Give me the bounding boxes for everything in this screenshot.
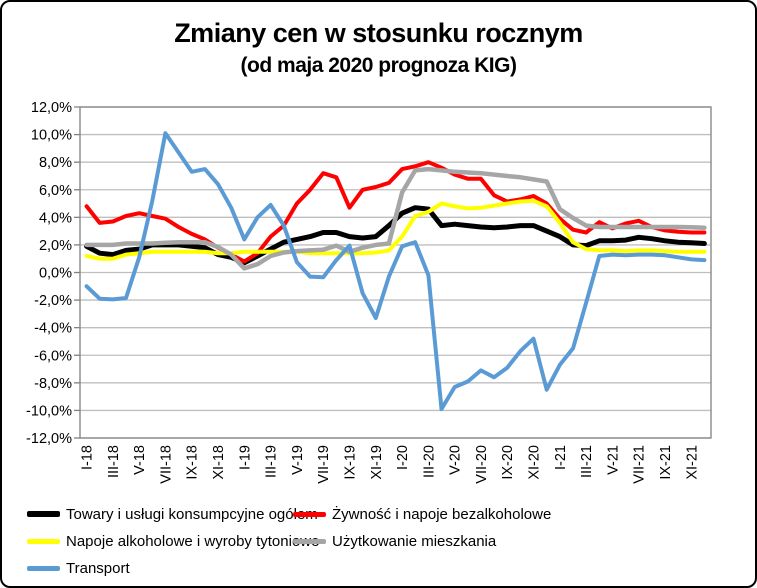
chart-title: Zmiany cen w stosunku rocznym — [174, 18, 583, 48]
x-axis-label: V-21 — [605, 445, 621, 475]
y-axis-label: 12,0% — [31, 100, 72, 116]
y-axis-label: -12,0% — [26, 431, 72, 447]
x-axis-label: XI-21 — [684, 445, 700, 480]
y-axis-label: 4,0% — [39, 210, 72, 226]
x-axis-label: VII-18 — [158, 445, 174, 484]
x-axis-label: IX-18 — [185, 445, 201, 480]
series-line-2 — [84, 160, 707, 264]
x-axis-label: V-18 — [132, 445, 148, 475]
x-axis-label: V-19 — [290, 445, 306, 475]
y-axis-label: 2,0% — [39, 238, 72, 254]
x-axis-label: XI-18 — [211, 445, 227, 480]
x-axis-label: XI-19 — [369, 445, 385, 480]
x-axis-label: VII-20 — [474, 445, 490, 484]
series-line-5 — [84, 131, 707, 411]
series-line-3 — [84, 198, 707, 261]
x-axis-label: III-19 — [264, 445, 280, 478]
x-axis-label: I-21 — [553, 445, 569, 470]
series-line-4 — [84, 166, 707, 271]
x-axis-label: IX-20 — [500, 445, 516, 480]
x-axis-label: IX-21 — [658, 445, 674, 480]
x-axis-label: I-18 — [80, 445, 96, 470]
x-axis-label: III-18 — [106, 445, 122, 478]
chart-subtitle: (od maja 2020 prognoza KIG) — [240, 54, 517, 77]
x-axis-label: III-20 — [421, 445, 437, 478]
x-axis-label: I-20 — [395, 445, 411, 470]
x-axis-label: VII-19 — [316, 445, 332, 484]
y-axis-label: 0,0% — [39, 266, 72, 282]
x-axis-label: VII-21 — [632, 445, 648, 484]
x-axis-label: XI-20 — [527, 445, 543, 480]
plot-border — [79, 106, 712, 439]
y-axis-label: 10,0% — [31, 128, 72, 144]
y-axis-label: 8,0% — [39, 155, 72, 171]
y-axis-label: -2,0% — [34, 293, 72, 309]
x-axis-label: III-21 — [579, 445, 595, 478]
y-axis-label: -8,0% — [34, 376, 72, 392]
y-axis-label: -4,0% — [34, 321, 72, 337]
x-axis-label: V-20 — [448, 445, 464, 475]
x-axis-label: I-19 — [237, 445, 253, 470]
y-axis-label: 6,0% — [39, 183, 72, 199]
y-axis-label: -6,0% — [34, 348, 72, 364]
y-axis-label: -10,0% — [26, 403, 72, 419]
x-axis-label: IX-19 — [343, 445, 359, 480]
